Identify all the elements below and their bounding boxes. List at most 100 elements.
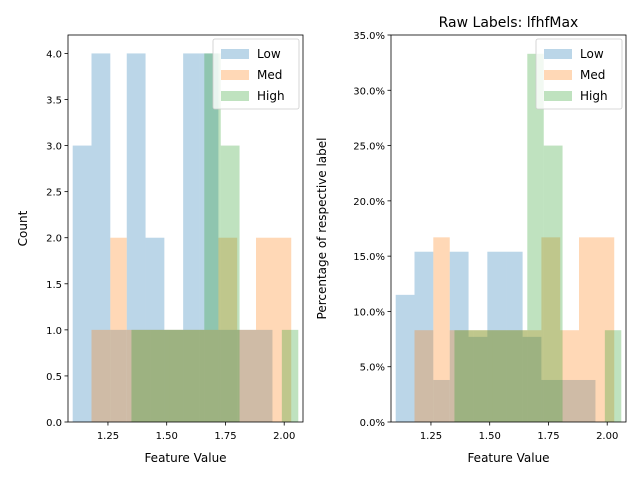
legend-swatch-med-left	[221, 70, 249, 80]
bar-med-3	[145, 329, 165, 422]
y-tick-label: 3.5	[46, 96, 62, 107]
bar-high-5	[543, 145, 563, 423]
bar-low-1	[91, 53, 111, 423]
bar-low-8	[218, 329, 238, 422]
legend-swatch-med-right	[544, 70, 572, 80]
bar-high-0	[131, 329, 151, 422]
bar-med-0	[414, 330, 434, 422]
x-axis-label-right: Feature Value	[467, 451, 549, 465]
bar-med-1	[433, 237, 450, 422]
legend-label-high-left: High	[257, 89, 285, 103]
bar-low-9	[237, 329, 256, 422]
bar-low-2	[110, 329, 127, 422]
legend-swatch-high-left	[221, 91, 249, 101]
y-tick-label: 1.5	[46, 280, 62, 291]
y-tick-label: 0.0	[46, 418, 62, 429]
bar-med-8	[560, 330, 579, 422]
x-tick-label: 2.00	[596, 431, 618, 442]
legend-left: Low Med High	[212, 38, 300, 110]
y-tick-label: 0.0%	[360, 418, 385, 429]
legend-label-low-right: Low	[580, 47, 604, 61]
legend-swatch-high-right	[544, 91, 572, 101]
legend-label-med-right: Med	[580, 68, 605, 82]
bar-med-2	[449, 330, 469, 422]
bar-med-9	[256, 237, 273, 422]
bar-med-6	[522, 330, 542, 422]
y-tick-label: 30.0%	[353, 86, 385, 97]
legend-swatch-low-left	[221, 49, 249, 59]
ticks-right: 1.25 1.50 1.75 2.00 0.0% 5.0% 10.0% 15.0% 20.0% 2…	[353, 31, 618, 442]
x-tick-label: 1.25	[420, 431, 442, 442]
bar-low-7	[199, 53, 219, 423]
bar-med-0	[91, 329, 111, 422]
bar-high-4	[204, 53, 221, 423]
axes-frame-left	[67, 34, 304, 423]
chart-right: 1.25 1.50 1.75 2.00 0.0% 5.0% 10.0% 15.0% 20.0% 2…	[315, 15, 627, 465]
y-tick-label: 15.0%	[353, 252, 385, 263]
bar-low-0	[395, 294, 415, 422]
bar-med-9	[579, 237, 596, 422]
legend-label-low-left: Low	[257, 47, 281, 61]
y-axis-label-left: Count	[16, 210, 30, 246]
bar-med-5	[183, 329, 200, 422]
bar-high-2	[492, 330, 509, 422]
bars-right	[395, 53, 622, 423]
bar-med-2	[126, 329, 146, 422]
bar-med-7	[541, 237, 561, 422]
bar-low-3	[126, 53, 146, 423]
legend-label-high-right: High	[580, 89, 608, 103]
legend-right: Low Med High	[535, 38, 623, 110]
x-axis-label-left: Feature Value	[144, 451, 226, 465]
bar-high-6	[604, 330, 622, 422]
bar-low-0	[72, 145, 92, 423]
y-tick-label: 20.0%	[353, 197, 385, 208]
bar-low-4	[468, 336, 488, 422]
bar-low-1	[414, 251, 434, 422]
bar-low-2	[433, 379, 450, 422]
legend-swatch-low-right	[544, 49, 572, 59]
legend-box-left	[212, 38, 300, 110]
x-tick-label: 1.25	[97, 431, 119, 442]
bar-high-3	[508, 330, 528, 422]
bar-med-10	[595, 237, 615, 422]
legend-box-right	[535, 38, 623, 110]
y-tick-label: 2.0	[46, 234, 62, 245]
y-axis-label-right: Percentage of respective label	[315, 138, 329, 320]
bar-high-1	[150, 329, 170, 422]
bar-med-4	[487, 330, 507, 422]
bar-low-6	[183, 53, 200, 423]
bar-low-5	[487, 251, 507, 422]
bar-low-4	[145, 237, 165, 422]
axes-frame-right	[390, 34, 627, 423]
legend-label-med-left: Med	[257, 68, 282, 82]
x-tick-label: 1.75	[214, 431, 236, 442]
bar-low-10	[256, 329, 273, 422]
bar-med-10	[272, 237, 292, 422]
bar-low-9	[560, 379, 579, 422]
chart-title-right: Raw Labels: lfhfMax	[439, 15, 579, 31]
bars-left	[72, 53, 299, 423]
ticks-left: 1.25 1.50 1.75 2.00 0.0 0.5 1.0 1.5 2.0 2.5 3.0 3.5…	[46, 49, 295, 442]
bar-med-1	[110, 237, 127, 422]
bar-low-6	[506, 251, 523, 422]
bar-med-7	[218, 237, 238, 422]
x-tick-label: 1.75	[537, 431, 559, 442]
x-tick-label: 1.50	[156, 431, 178, 442]
bar-med-8	[237, 329, 256, 422]
bar-med-6	[199, 329, 219, 422]
bar-med-4	[164, 329, 184, 422]
y-tick-label: 4.0	[46, 49, 62, 60]
bar-low-3	[449, 251, 469, 422]
bar-low-5	[164, 329, 184, 422]
bar-high-1	[473, 330, 493, 422]
bar-high-4	[527, 53, 544, 422]
bar-low-10	[579, 379, 596, 422]
bar-low-7	[522, 336, 542, 422]
bar-med-5	[506, 330, 523, 422]
x-tick-label: 2.00	[273, 431, 295, 442]
bar-high-2	[169, 329, 186, 422]
bar-low-8	[541, 379, 561, 422]
y-tick-label: 5.0%	[360, 363, 385, 374]
